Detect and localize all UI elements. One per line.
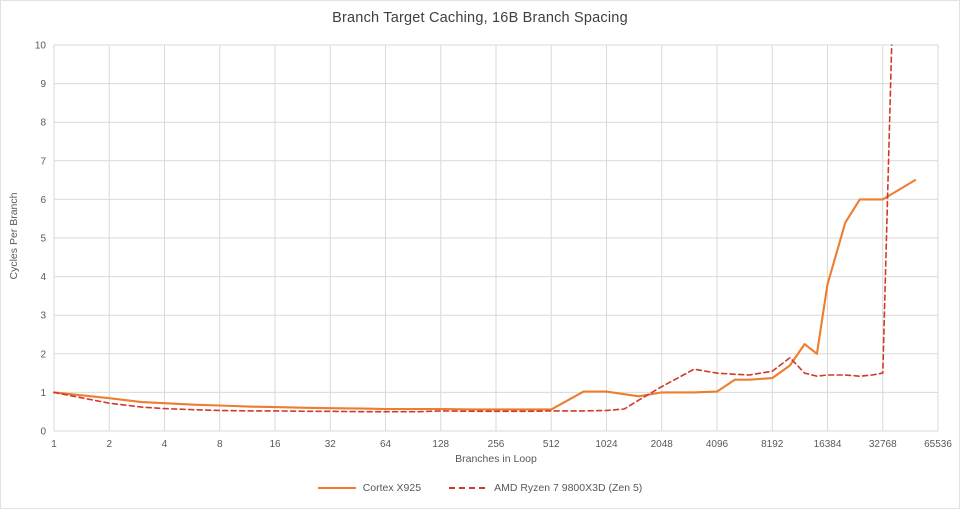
x-tick-label-1024: 1024: [595, 439, 618, 450]
x-tick-label-4096: 4096: [706, 439, 729, 450]
legend: Cortex X925 AMD Ryzen 7 9800X3D (Zen 5): [1, 482, 959, 494]
legend-item-cortex-x925: Cortex X925: [317, 482, 422, 494]
x-tick-label-16: 16: [269, 439, 281, 450]
legend-item-amd-ryzen: AMD Ryzen 7 9800X3D (Zen 5): [449, 482, 642, 494]
y-tick-label-8: 8: [40, 118, 46, 129]
x-tick-label-8192: 8192: [761, 439, 784, 450]
legend-line-sample-dashed: [449, 487, 488, 489]
series-line-cortex-x925: [53, 179, 917, 411]
series-line-amd-ryzen-7-9800x3d-zen-5: [53, 44, 893, 413]
x-tick-label-2: 2: [106, 439, 112, 450]
x-tick-label-2048: 2048: [651, 439, 674, 450]
y-tick-label-1: 1: [40, 388, 46, 399]
x-axis-title: Branches in Loop: [455, 453, 537, 465]
y-tick-label-2: 2: [40, 349, 46, 360]
x-tick-label-256: 256: [488, 439, 505, 450]
x-tick-label-8: 8: [217, 439, 223, 450]
legend-line-sample-solid: [317, 487, 356, 489]
x-tick-label-64: 64: [380, 439, 392, 450]
legend-label-amd-ryzen: AMD Ryzen 7 9800X3D (Zen 5): [494, 482, 643, 494]
x-tick-label-65536: 65536: [924, 439, 952, 450]
y-axis-title: Cycles Per Branch: [8, 192, 20, 280]
y-tick-label-10: 10: [35, 41, 47, 52]
y-tick-label-6: 6: [40, 195, 46, 206]
series-group: [53, 44, 917, 413]
x-tick-label-32768: 32768: [869, 439, 897, 450]
y-tick-label-5: 5: [40, 234, 46, 245]
chart-title: Branch Target Caching, 16B Branch Spacin…: [332, 10, 628, 26]
legend-label-cortex-x925: Cortex X925: [362, 482, 422, 494]
x-tick-label-128: 128: [432, 439, 449, 450]
y-tick-label-0: 0: [40, 427, 46, 438]
x-tick-label-32: 32: [325, 439, 337, 450]
x-tick-label-4: 4: [162, 439, 168, 450]
x-tick-label-16384: 16384: [814, 439, 842, 450]
y-tick-label-9: 9: [40, 79, 46, 90]
x-tick-label-512: 512: [543, 439, 560, 450]
y-tick-label-4: 4: [40, 272, 46, 283]
y-tick-label-7: 7: [40, 156, 46, 167]
y-tick-label-3: 3: [40, 311, 46, 322]
x-tick-label-1: 1: [51, 439, 57, 450]
